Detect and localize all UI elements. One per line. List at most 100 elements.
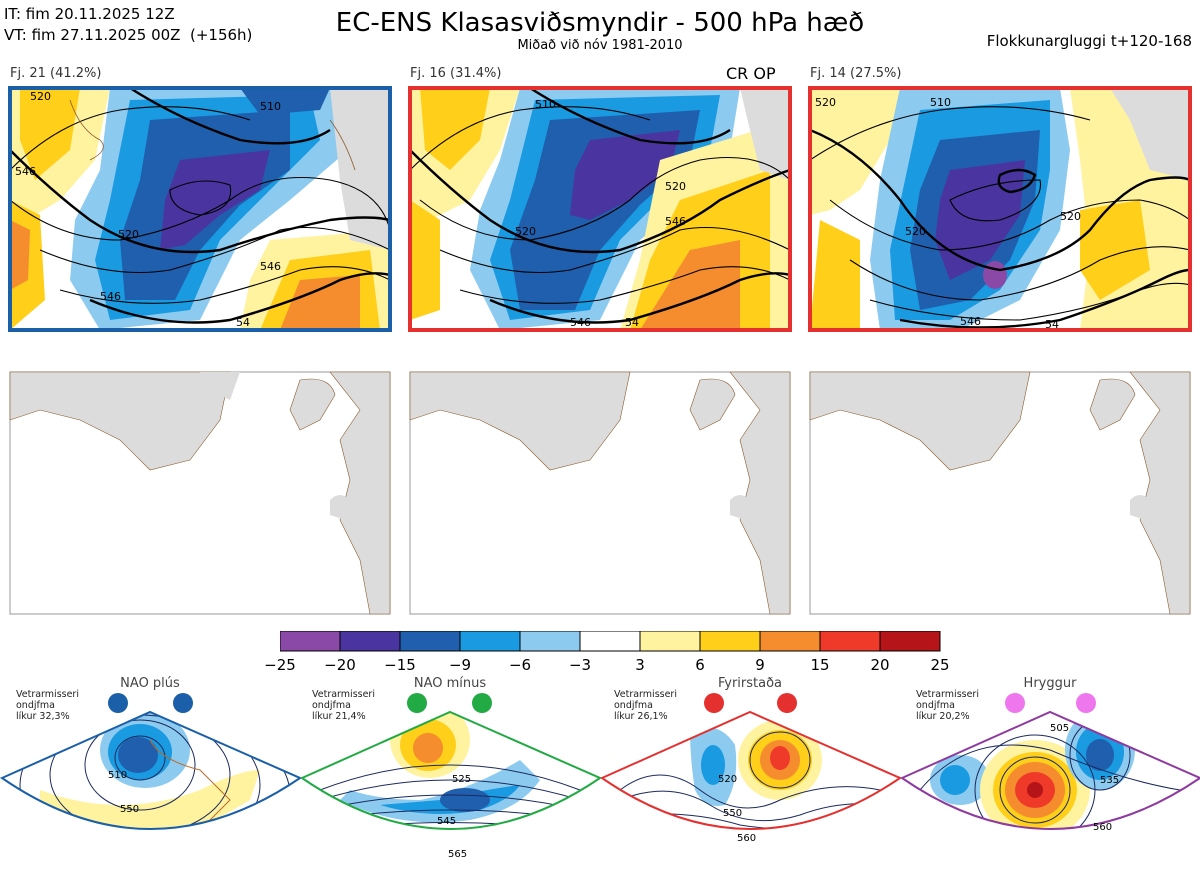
regime-blocking-dot: [704, 693, 724, 713]
colorbar-tick-label: 20: [870, 656, 890, 674]
contour-label: 54: [1045, 318, 1059, 331]
cluster-2-frame: [408, 86, 792, 332]
regime-blocking-frame: [599, 710, 903, 830]
page-title: EC-ENS Klasasviðsmyndir - 500 hPa hæð: [335, 8, 865, 38]
contour-label: 520: [118, 228, 139, 241]
cluster-3-frame: [808, 86, 1192, 332]
regime-contour-label: 505: [1050, 723, 1069, 734]
basemap-3: [809, 371, 1191, 615]
contour-label: 54: [625, 316, 639, 329]
contour-label: 510: [535, 98, 556, 111]
contour-label: 546: [100, 290, 121, 303]
regime-info-line: líkur 32,3%: [16, 711, 70, 722]
contour-label: 546: [960, 315, 981, 328]
regime-ridge-info: Vetrarmisseri ondjfma líkur 20,2%: [916, 689, 979, 722]
colorbar: [280, 631, 941, 652]
regime-info-line: ondjfma: [916, 700, 955, 711]
regime-info-line: Vetrarmisseri: [312, 689, 375, 700]
regime-ridge-dot: [1005, 693, 1025, 713]
cluster-1-label: Fj. 21 (41.2%): [10, 66, 102, 81]
regime-contour-label: 520: [718, 774, 737, 785]
contour-label: 54: [236, 316, 250, 329]
regime-nao-minus-info: Vetrarmisseri ondjfma líkur 21,4%: [312, 689, 375, 722]
regime-nao-plus-name: NAO plús: [120, 676, 180, 691]
cluster-2-op-marker: CR OP: [726, 64, 776, 83]
contour-label: 520: [30, 90, 51, 103]
colorbar-tick-label: 25: [930, 656, 950, 674]
contour-label: 546: [15, 165, 36, 178]
cluster-3-label: Fj. 14 (27.5%): [810, 66, 902, 81]
regime-info-line: ondjfma: [16, 700, 55, 711]
colorbar-tick-label: 3: [635, 656, 645, 674]
colorbar-tick-label: 15: [810, 656, 830, 674]
contour-label: 520: [905, 225, 926, 238]
colorbar-tick-label: −3: [568, 656, 592, 674]
regime-ridge-frame: [899, 710, 1200, 830]
basemap-2: [409, 371, 791, 615]
colorbar-tick-label: −9: [448, 656, 472, 674]
regime-info-line: líkur 20,2%: [916, 711, 970, 722]
regime-info-line: líkur 21,4%: [312, 711, 366, 722]
contour-label: 546: [260, 260, 281, 273]
cluster-2-label: Fj. 16 (31.4%): [410, 66, 502, 81]
basemap-1: [9, 371, 391, 615]
regime-ridge-dot: [1076, 693, 1096, 713]
regime-contour-label: 560: [737, 833, 756, 844]
contour-label: 546: [570, 316, 591, 329]
colorbar-tick-label: 9: [755, 656, 765, 674]
regime-info-line: Vetrarmisseri: [16, 689, 79, 700]
regime-blocking-info: Vetrarmisseri ondjfma líkur 26,1%: [614, 689, 677, 722]
regime-info-line: líkur 26,1%: [614, 711, 668, 722]
colorbar-tick-label: −25: [264, 656, 296, 674]
regime-contour-label: 510: [108, 770, 127, 781]
contour-label: 510: [260, 100, 281, 113]
regime-info-line: ondjfma: [312, 700, 351, 711]
valid-time: VT: fim 27.11.2025 00Z (+156h): [4, 26, 253, 44]
cluster-1-frame: [8, 86, 392, 332]
regime-blocking-dot: [777, 693, 797, 713]
contour-label: 520: [1060, 210, 1081, 223]
regime-nao-plus-info: Vetrarmisseri ondjfma líkur 32,3%: [16, 689, 79, 722]
contour-label: 520: [515, 225, 536, 238]
regime-ridge-name: Hryggur: [1023, 676, 1077, 691]
colorbar-tick-label: −20: [324, 656, 356, 674]
header-times: IT: fim 20.11.2025 12Z VT: fim 27.11.202…: [4, 4, 252, 46]
contour-label: 520: [815, 96, 836, 109]
regime-nao-plus-frame: [0, 710, 303, 830]
regime-info-line: Vetrarmisseri: [916, 689, 979, 700]
contour-label: 520: [665, 180, 686, 193]
cluster-3-map: [810, 88, 1190, 330]
classification-window: Flokkunargluggi t+120-168: [986, 32, 1192, 50]
initial-time: IT: fim 20.11.2025 12Z: [4, 5, 175, 23]
colorbar-segment: [879, 631, 941, 652]
contour-label: 510: [930, 96, 951, 109]
regime-nao-minus-dot: [472, 693, 492, 713]
colorbar-tick-label: −6: [508, 656, 532, 674]
regime-nao-minus-map: [302, 712, 600, 829]
regime-info-line: Vetrarmisseri: [614, 689, 677, 700]
colorbar-tick-label: 6: [695, 656, 705, 674]
regime-nao-plus-dot: [108, 693, 128, 713]
contour-label: 546: [665, 215, 686, 228]
regime-nao-plus-dot: [173, 693, 193, 713]
regime-contour-label: 560: [1093, 822, 1112, 833]
regime-nao-plus-map: [2, 712, 300, 829]
regime-contour-label: 545: [437, 816, 456, 827]
regime-contour-label: 525: [452, 774, 471, 785]
page-subtitle: Miðað við nóv 1981-2010: [517, 38, 683, 53]
regime-blocking-name: Fyrirstaða: [717, 676, 783, 691]
regime-blocking-map: [602, 712, 900, 829]
regime-contour-label: 535: [1100, 775, 1119, 786]
regime-contour-label: 550: [723, 808, 742, 819]
regime-contour-label: 565: [448, 849, 467, 860]
cluster-2-map: [410, 88, 790, 330]
regime-nao-minus-dot: [407, 693, 427, 713]
regime-nao-minus-name: NAO mínus: [413, 676, 487, 691]
regime-contour-label: 550: [120, 804, 139, 815]
cluster-1-map: [10, 88, 390, 330]
regime-info-line: ondjfma: [614, 700, 653, 711]
regime-ridge-map: [902, 712, 1200, 829]
